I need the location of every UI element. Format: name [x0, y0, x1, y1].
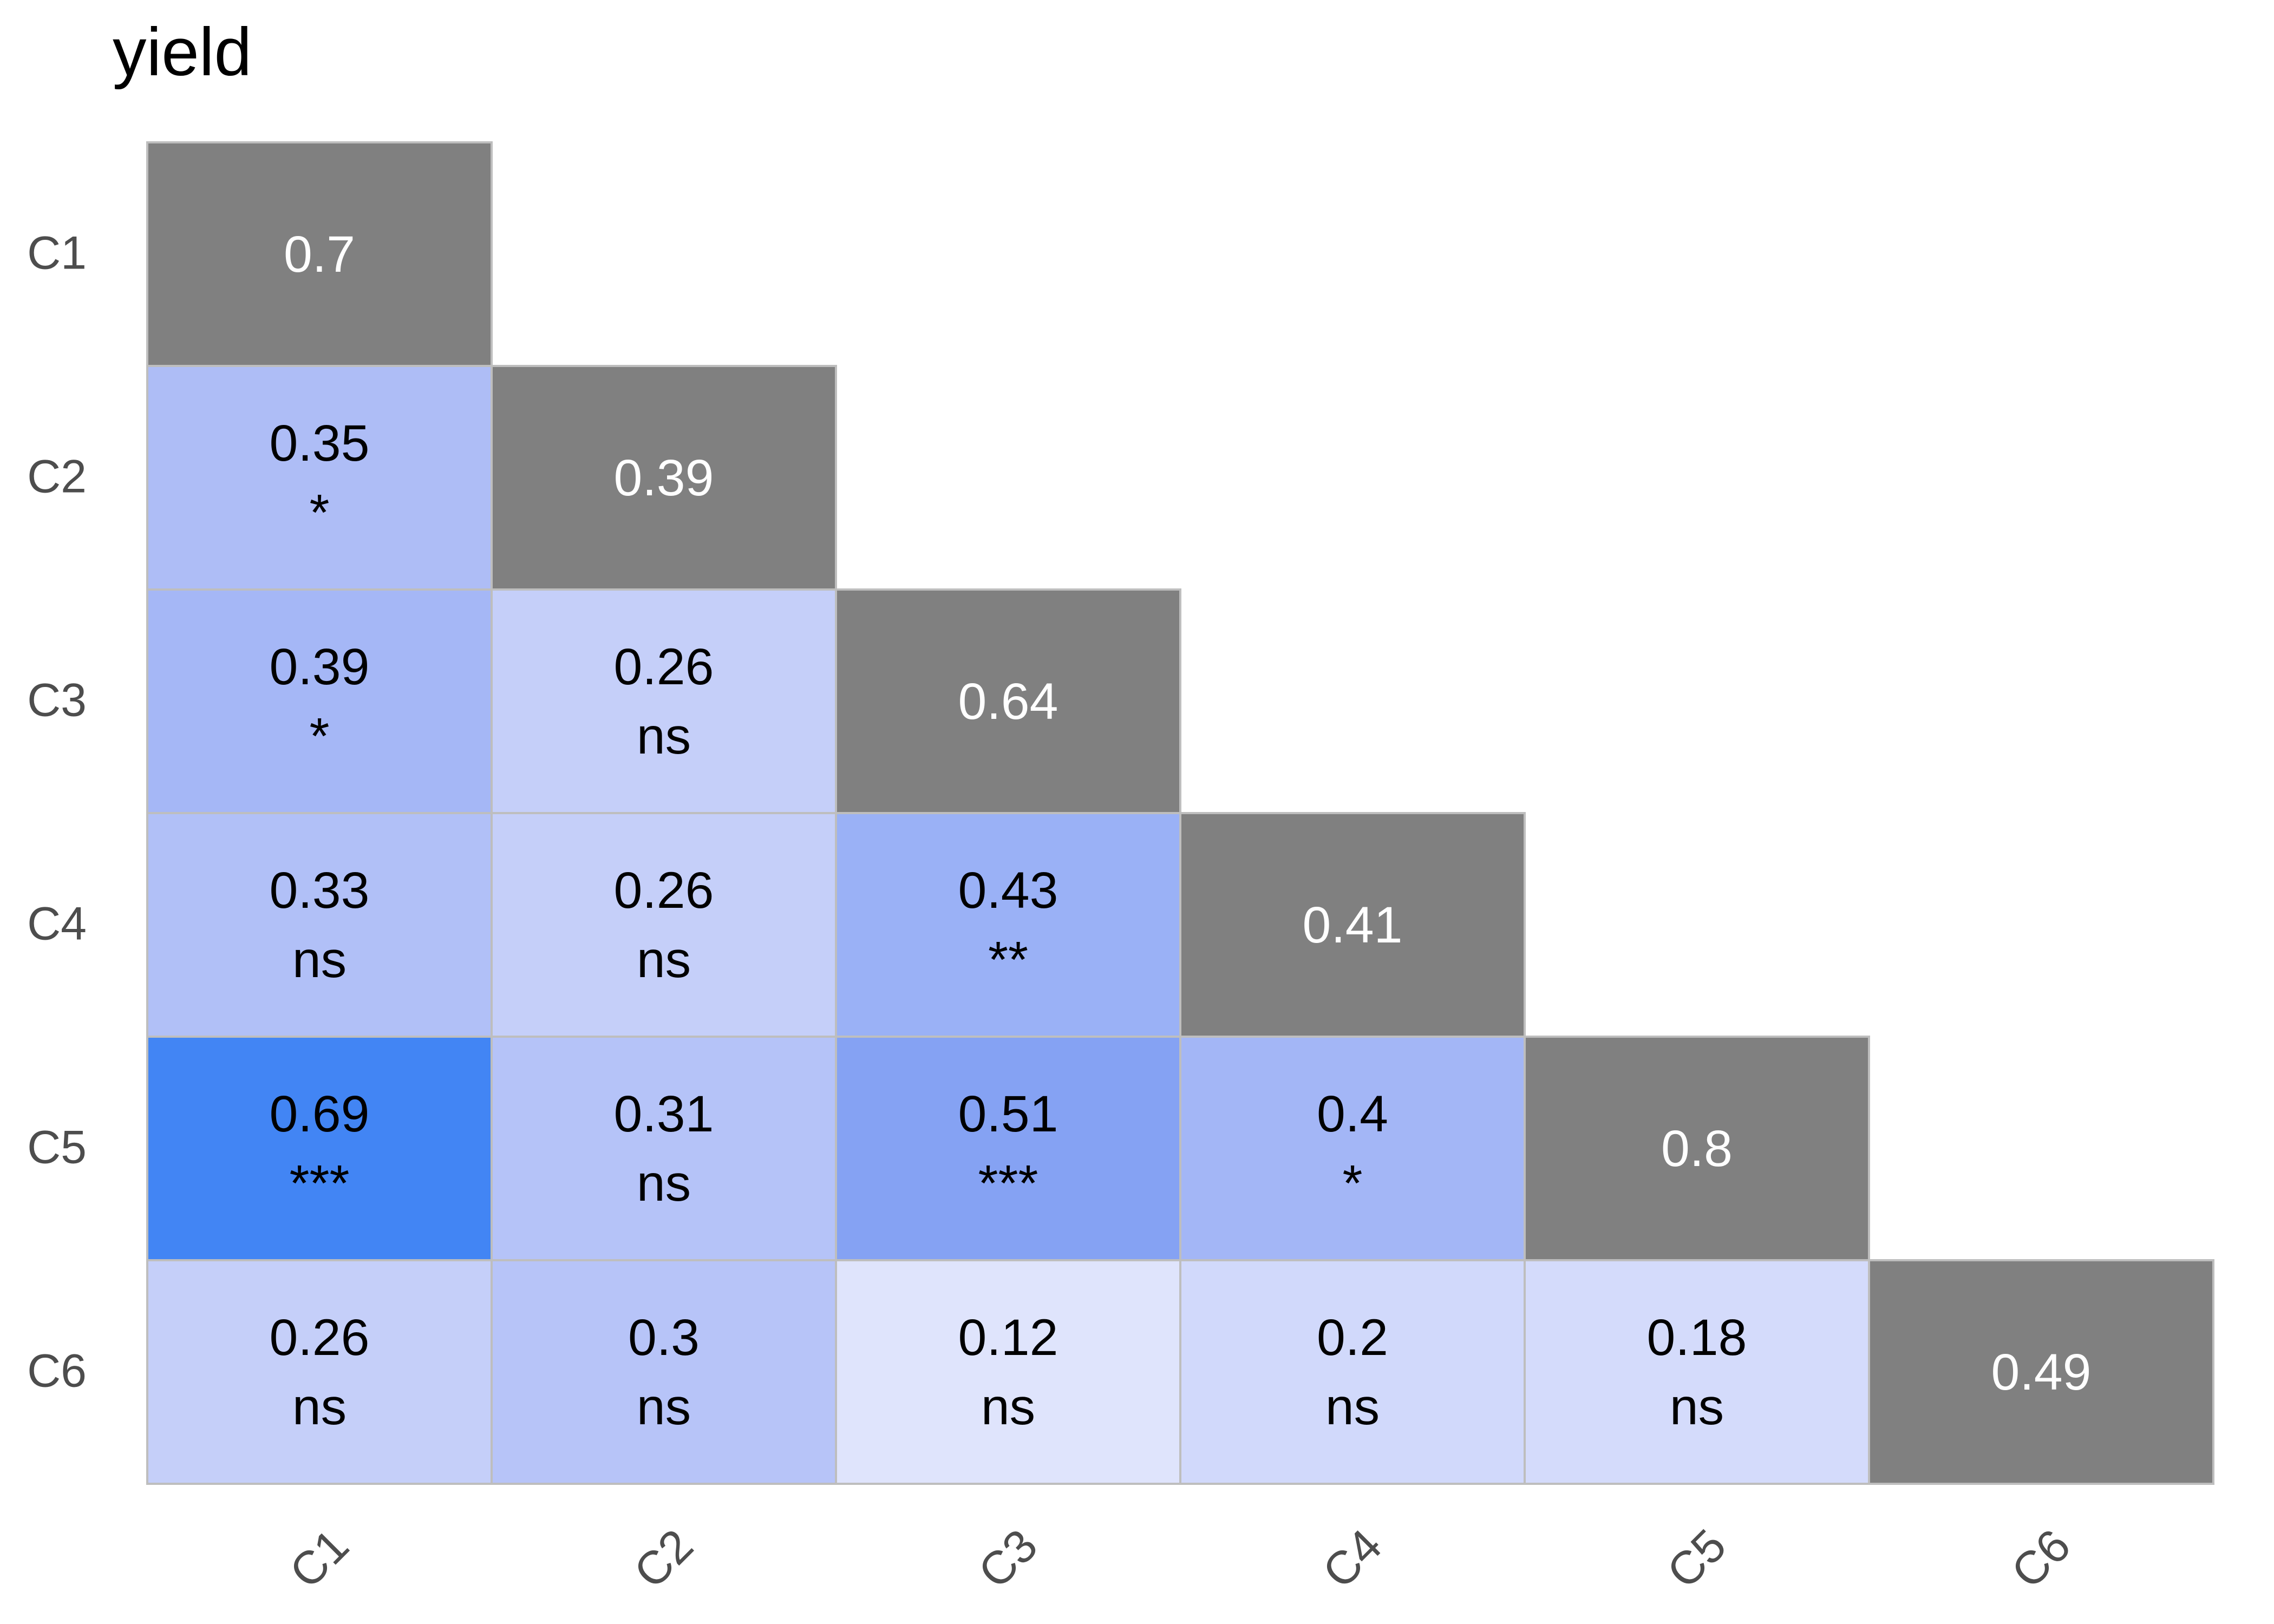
- cell-correlation-value: 0.43: [958, 861, 1058, 919]
- x-axis-label: C3: [968, 1519, 1048, 1599]
- matrix-cell: 0.35 *: [146, 365, 493, 591]
- diagonal-value: 0.7: [283, 225, 356, 283]
- cell-significance: ns: [636, 1378, 691, 1436]
- diagonal-cell: 0.8: [1524, 1036, 1870, 1261]
- cell-label: 0.12 ns: [958, 1303, 1058, 1442]
- cell-label: 0.4 *: [1317, 1079, 1388, 1218]
- cell-correlation-value: 0.26: [613, 638, 714, 696]
- y-axis-label: C6: [27, 1345, 87, 1397]
- cell-significance: **: [988, 931, 1028, 988]
- cell-significance: ns: [1325, 1378, 1380, 1436]
- cell-label: 0.51 ***: [958, 1079, 1058, 1218]
- cell-correlation-value: 0.39: [269, 638, 370, 696]
- matrix-cell: 0.39 *: [146, 588, 493, 814]
- diagonal-value: 0.64: [958, 672, 1058, 730]
- cell-significance: *: [1342, 1154, 1363, 1212]
- cell-label: 0.3 ns: [628, 1303, 700, 1442]
- cell-significance: ns: [636, 707, 691, 765]
- diagonal-cell: 0.39: [491, 365, 837, 591]
- cell-significance: ns: [636, 1154, 691, 1212]
- diagonal-cell: 0.49: [1868, 1259, 2214, 1485]
- diagonal-cell: 0.41: [1179, 812, 1526, 1038]
- cell-significance: *: [309, 483, 330, 541]
- x-axis-label: C2: [624, 1519, 703, 1599]
- cell-label: 0.26 ns: [614, 856, 714, 994]
- cell-correlation-value: 0.35: [269, 414, 370, 472]
- cell-correlation-value: 0.31: [613, 1085, 714, 1143]
- cell-correlation-value: 0.4: [1316, 1085, 1389, 1143]
- diagonal-value: 0.41: [1302, 896, 1403, 954]
- y-axis-label: C4: [27, 898, 87, 950]
- plot-title: yield: [113, 15, 252, 90]
- cell-significance: ns: [636, 931, 691, 988]
- cell-significance: ns: [292, 1378, 347, 1436]
- matrix-cell: 0.43 **: [835, 812, 1181, 1038]
- y-axis-label: C5: [27, 1121, 87, 1174]
- cell-significance: ns: [292, 931, 347, 988]
- cell-significance: *: [309, 707, 330, 765]
- x-axis-label: C4: [1312, 1519, 1392, 1599]
- cell-label: 0.33 ns: [270, 856, 370, 994]
- cell-correlation-value: 0.33: [269, 861, 370, 919]
- y-axis-label: C2: [27, 450, 87, 503]
- matrix-cell: 0.26 ns: [146, 1259, 493, 1485]
- cell-label: 0.2 ns: [1317, 1303, 1388, 1442]
- cell-label: 0.18 ns: [1647, 1303, 1747, 1442]
- matrix-cell: 0.31 ns: [491, 1036, 837, 1261]
- cell-significance: ***: [289, 1154, 350, 1212]
- x-axis-label: C1: [279, 1519, 359, 1599]
- matrix-cell: 0.4 *: [1179, 1036, 1526, 1261]
- cell-correlation-value: 0.69: [269, 1085, 370, 1143]
- cell-label: 0.69 ***: [270, 1079, 370, 1218]
- diagonal-value: 0.8: [1661, 1119, 1733, 1177]
- cell-label: 0.26 ns: [614, 632, 714, 771]
- cell-significance: ***: [978, 1154, 1038, 1212]
- matrix-cell: 0.18 ns: [1524, 1259, 1870, 1485]
- cell-label: 0.35 *: [270, 409, 370, 547]
- cell-correlation-value: 0.18: [1646, 1308, 1747, 1366]
- diagonal-value: 0.49: [1991, 1343, 2092, 1401]
- matrix-cell: 0.12 ns: [835, 1259, 1181, 1485]
- matrix-cell: 0.26 ns: [491, 588, 837, 814]
- matrix-cell: 0.69 ***: [146, 1036, 493, 1261]
- cell-correlation-value: 0.26: [613, 861, 714, 919]
- y-axis-label: C3: [27, 674, 87, 726]
- matrix-cell: 0.2 ns: [1179, 1259, 1526, 1485]
- diagonal-cell: 0.7: [146, 141, 493, 367]
- cell-correlation-value: 0.3: [628, 1308, 700, 1366]
- matrix-cell: 0.33 ns: [146, 812, 493, 1038]
- cell-label: 0.39 *: [270, 632, 370, 771]
- cell-label: 0.26 ns: [270, 1303, 370, 1442]
- x-axis-label: C5: [1657, 1519, 1736, 1599]
- cell-significance: ns: [1669, 1378, 1724, 1436]
- cell-correlation-value: 0.2: [1316, 1308, 1389, 1366]
- x-axis-label: C6: [2001, 1519, 2081, 1599]
- cell-label: 0.31 ns: [614, 1079, 714, 1218]
- cell-label: 0.43 **: [958, 856, 1058, 994]
- cell-significance: ns: [981, 1378, 1036, 1436]
- cell-correlation-value: 0.51: [958, 1085, 1058, 1143]
- matrix-cell: 0.51 ***: [835, 1036, 1181, 1261]
- matrix-cell: 0.3 ns: [491, 1259, 837, 1485]
- y-axis-label: C1: [27, 227, 87, 279]
- cell-correlation-value: 0.26: [269, 1308, 370, 1366]
- diagonal-cell: 0.64: [835, 588, 1181, 814]
- cell-correlation-value: 0.12: [958, 1308, 1058, 1366]
- diagonal-value: 0.39: [613, 449, 714, 507]
- matrix-cell: 0.26 ns: [491, 812, 837, 1038]
